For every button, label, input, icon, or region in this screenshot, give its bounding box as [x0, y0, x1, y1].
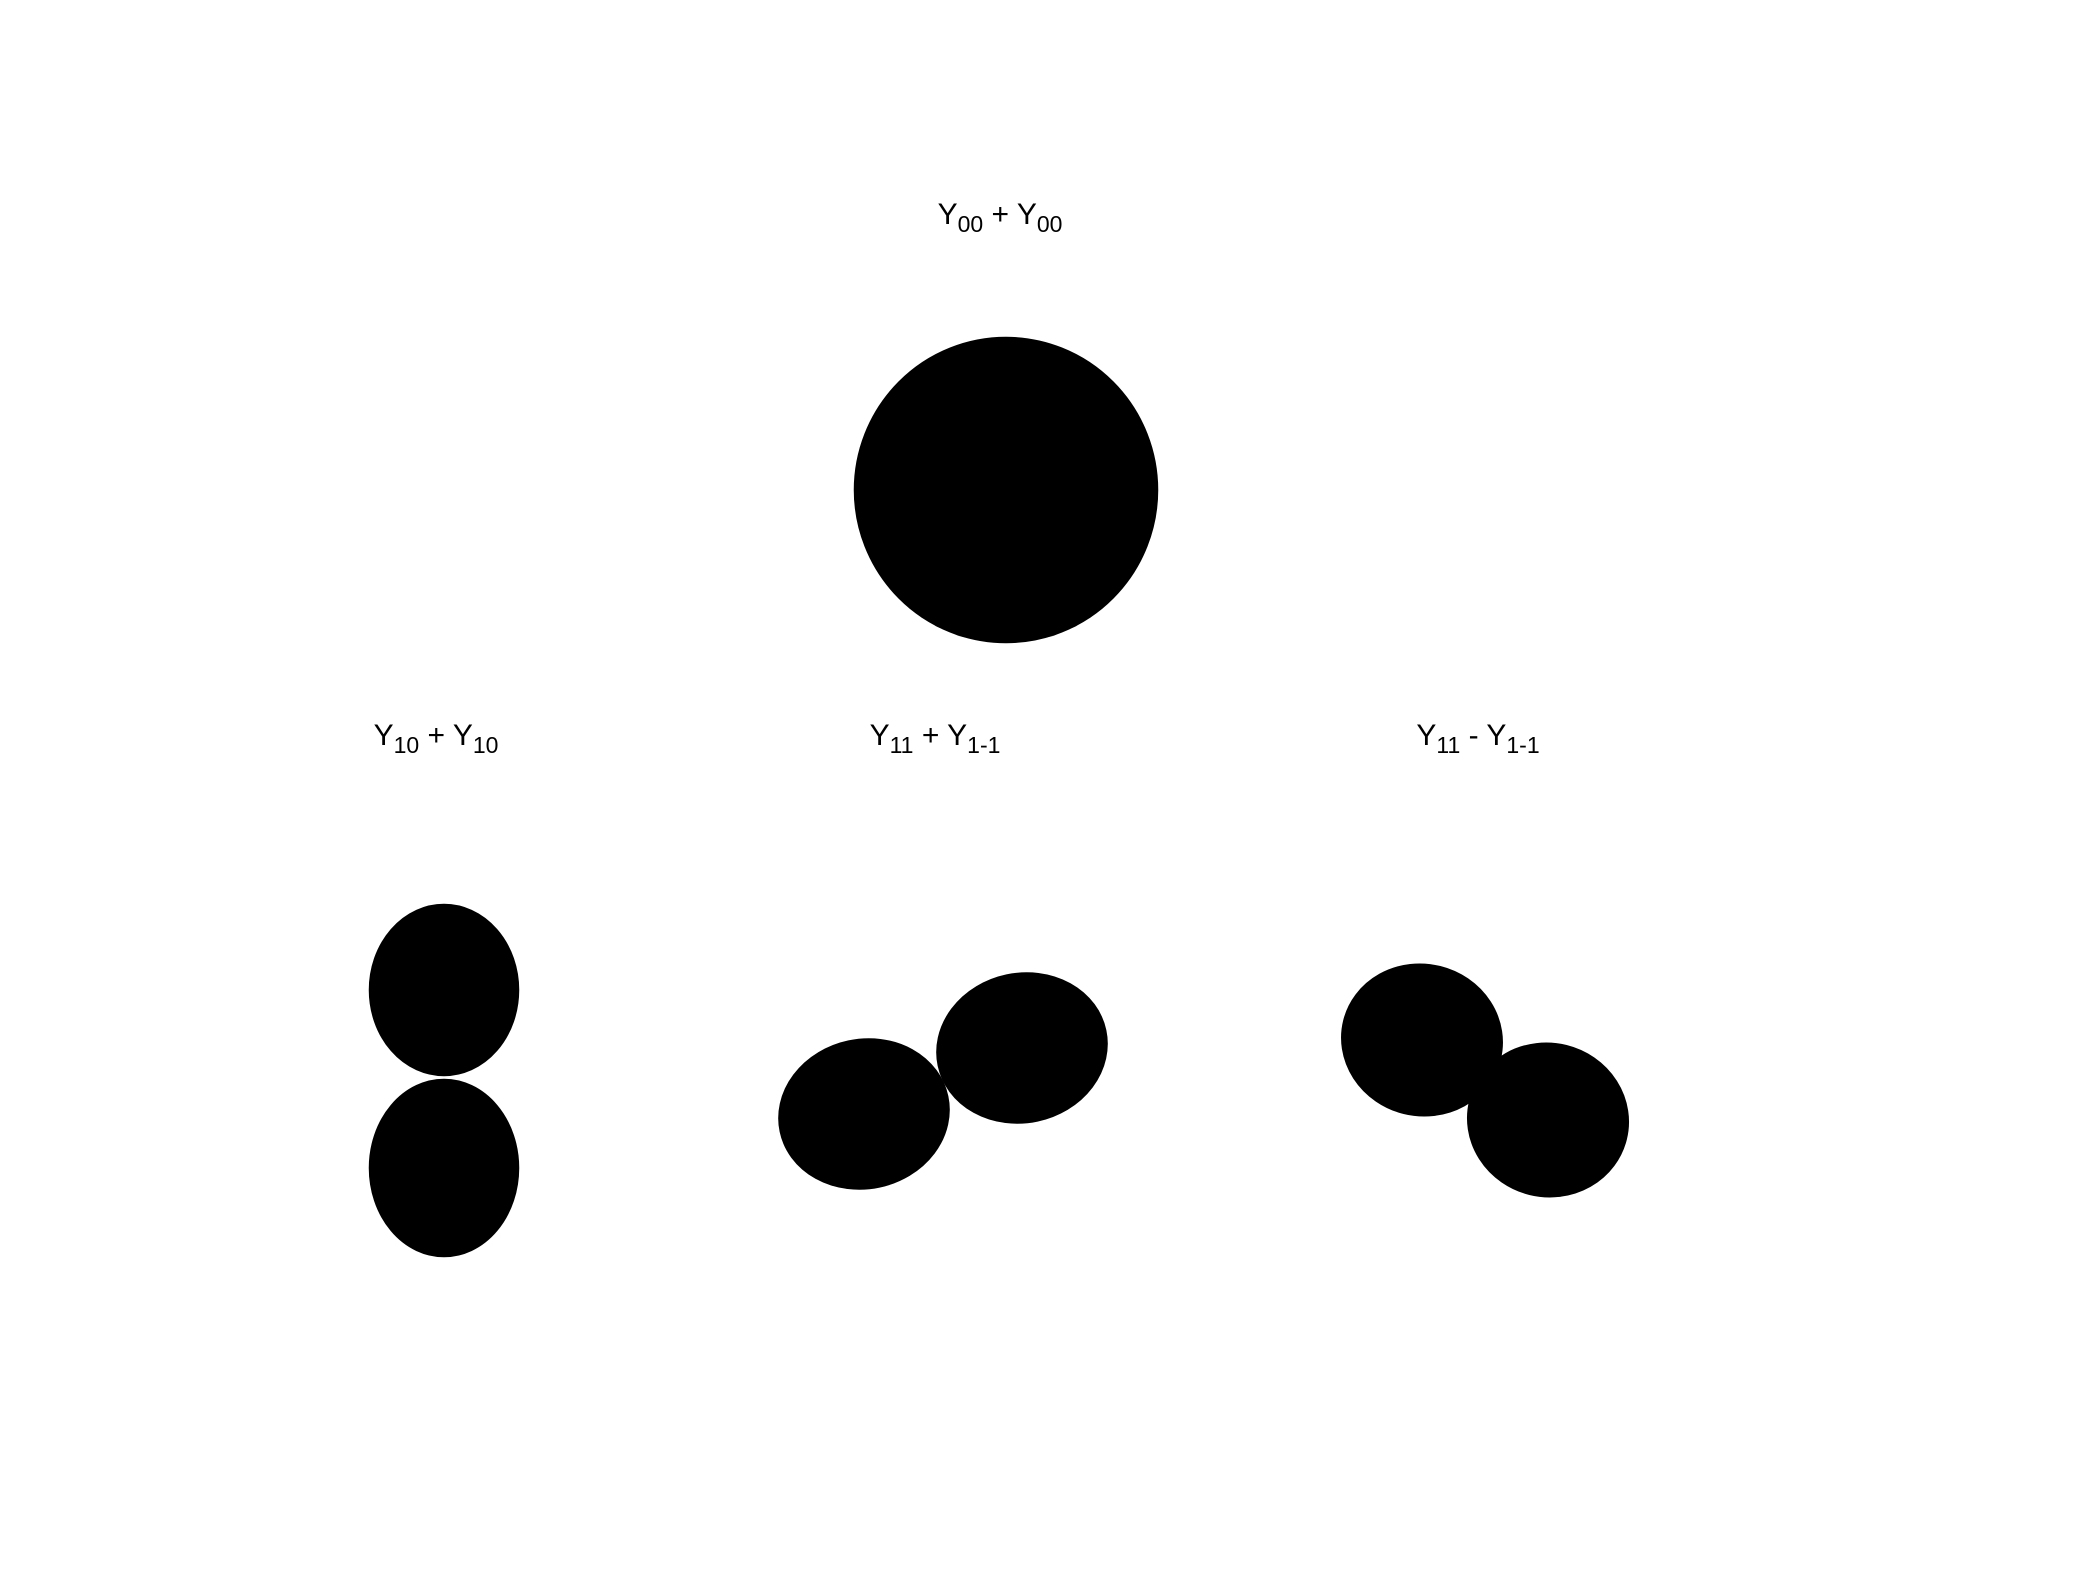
panel-title-y00: Y00 + Y00	[938, 198, 1063, 237]
front-lobe-surface	[1466, 1042, 1630, 1198]
panel-title-y10: Y10 + Y10	[374, 719, 499, 758]
back-lobe-surface	[1341, 963, 1503, 1117]
upper-lobe-surface	[368, 903, 520, 1077]
sphere-surface	[853, 336, 1159, 644]
left-lobe-surface	[778, 1038, 950, 1190]
panel-y00: Y00 + Y00	[853, 198, 1159, 644]
lower-lobe-surface	[368, 1078, 520, 1258]
panel-title-y11-plus: Y11 + Y1-1	[870, 719, 1001, 758]
panel-y11-plus: Y11 + Y1-1	[778, 719, 1108, 1190]
panel-y10: Y10 + Y10	[368, 719, 520, 1258]
right-lobe-surface	[936, 972, 1108, 1124]
panel-title-y11-minus: Y11 - Y1-1	[1416, 719, 1539, 758]
panel-y11-minus: Y11 - Y1-1	[1341, 719, 1630, 1198]
